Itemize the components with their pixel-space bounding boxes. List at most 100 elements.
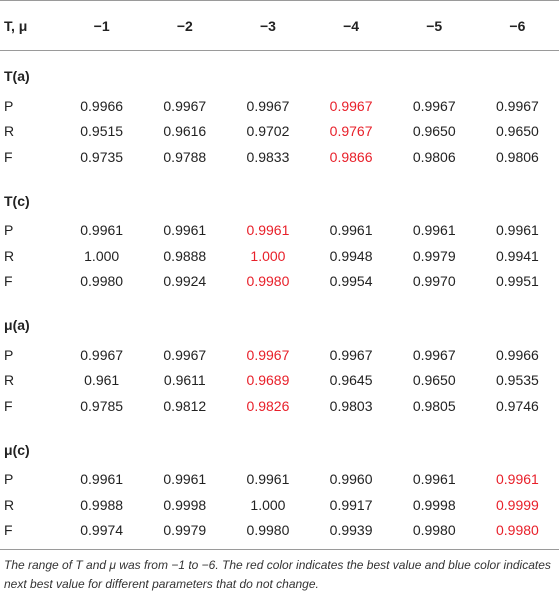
table-row: R 0.961 0.9611 0.9689 0.9645 0.9650 0.9535 bbox=[0, 368, 559, 394]
section-row: μ(a) bbox=[0, 300, 559, 342]
value-cell: 0.9650 bbox=[412, 123, 456, 140]
header-label: T, μ bbox=[0, 0, 61, 51]
value-cell: 0.9967 bbox=[412, 97, 456, 114]
value-cell: 0.9967 bbox=[412, 346, 456, 363]
table-caption: The range of T and μ was from −1 to −6. … bbox=[0, 549, 559, 594]
table-row: P 0.9961 0.9961 0.9961 0.9961 0.9961 0.9961 bbox=[0, 218, 559, 244]
value-cell: 0.9735 bbox=[80, 148, 124, 165]
row-label: R bbox=[4, 496, 15, 513]
value-cell: 0.9967 bbox=[163, 97, 207, 114]
table-row: R 0.9988 0.9998 1.000 0.9917 0.9998 0.9999 bbox=[0, 492, 559, 518]
value-cell: 0.9967 bbox=[495, 97, 539, 114]
table-row: F 0.9974 0.9979 0.9980 0.9939 0.9980 0.9980 bbox=[0, 518, 559, 550]
value-cell: 0.9645 bbox=[329, 372, 373, 389]
value-cell: 0.9803 bbox=[329, 397, 373, 414]
value-cell: 0.9967 bbox=[246, 97, 290, 114]
value-cell: 0.9998 bbox=[163, 496, 207, 513]
value-cell: 0.9974 bbox=[80, 522, 124, 539]
value-cell: 0.9616 bbox=[163, 123, 207, 140]
section-title: μ(a) bbox=[4, 317, 30, 333]
section-title: T(c) bbox=[4, 192, 30, 209]
section-title: μ(c) bbox=[4, 441, 30, 458]
value-cell: 0.9924 bbox=[163, 273, 207, 290]
table-row: F 0.9980 0.9924 0.9980 0.9954 0.9970 0.9951 bbox=[0, 269, 559, 301]
value-cell: 0.9961 bbox=[163, 471, 207, 488]
section-row: T(a) bbox=[0, 51, 559, 94]
header-column: −6 bbox=[475, 0, 559, 51]
value-cell: 0.9961 bbox=[329, 222, 373, 239]
best-value-cell: 0.9967 bbox=[246, 346, 290, 363]
value-cell: 0.9970 bbox=[412, 273, 456, 290]
value-cell: 0.9535 bbox=[495, 372, 539, 389]
value-cell: 0.9961 bbox=[163, 222, 207, 239]
value-cell: 0.9650 bbox=[495, 123, 539, 140]
best-value-cell: 0.9961 bbox=[246, 222, 290, 239]
value-cell: 0.9788 bbox=[163, 148, 207, 165]
value-cell: 0.9966 bbox=[495, 346, 539, 363]
value-cell: 0.9939 bbox=[329, 522, 373, 539]
value-cell: 0.9833 bbox=[246, 148, 290, 165]
row-label: R bbox=[4, 372, 15, 389]
row-label: F bbox=[4, 522, 13, 539]
value-cell: 0.9980 bbox=[412, 522, 456, 539]
section-row: μ(c) bbox=[0, 425, 559, 467]
value-cell: 0.9702 bbox=[246, 123, 290, 140]
value-cell: 0.9988 bbox=[80, 496, 124, 513]
best-value-cell: 0.9967 bbox=[329, 97, 373, 114]
header-column: −5 bbox=[392, 0, 476, 51]
value-cell: 0.9998 bbox=[412, 496, 456, 513]
value-cell: 0.9812 bbox=[163, 397, 207, 414]
value-cell: 0.9746 bbox=[495, 397, 539, 414]
best-value-cell: 0.9689 bbox=[246, 372, 290, 389]
table-row: F 0.9785 0.9812 0.9826 0.9803 0.9805 0.9746 bbox=[0, 393, 559, 425]
row-label: P bbox=[4, 222, 14, 239]
table-row: P 0.9967 0.9967 0.9967 0.9967 0.9967 0.9966 bbox=[0, 342, 559, 368]
value-cell: 0.9917 bbox=[329, 496, 373, 513]
value-cell: 0.9979 bbox=[412, 247, 456, 264]
best-value-cell: 0.9961 bbox=[495, 471, 539, 488]
table-row: R 0.9515 0.9616 0.9702 0.9767 0.9650 0.9650 bbox=[0, 119, 559, 145]
best-value-cell: 0.9999 bbox=[495, 496, 539, 513]
best-value-cell: 0.9866 bbox=[329, 148, 373, 165]
row-label: P bbox=[4, 346, 14, 363]
value-cell: 0.9980 bbox=[246, 522, 290, 539]
value-cell: 0.9948 bbox=[329, 247, 373, 264]
row-label: F bbox=[4, 397, 13, 414]
header-column: −1 bbox=[60, 0, 144, 51]
header-column: −4 bbox=[309, 0, 393, 51]
table-row: F 0.9735 0.9788 0.9833 0.9866 0.9806 0.9806 bbox=[0, 144, 559, 176]
header-column: −3 bbox=[226, 0, 310, 51]
row-label: P bbox=[4, 97, 14, 114]
row-label: R bbox=[4, 123, 15, 140]
value-cell: 0.9980 bbox=[80, 273, 124, 290]
value-cell: 0.9979 bbox=[163, 522, 207, 539]
value-cell: 0.9888 bbox=[163, 247, 207, 264]
value-cell: 0.9941 bbox=[495, 247, 539, 264]
table-row: P 0.9961 0.9961 0.9961 0.9960 0.9961 0.9961 bbox=[0, 467, 559, 493]
value-cell: 0.9951 bbox=[495, 273, 539, 290]
value-cell: 0.9785 bbox=[80, 397, 124, 414]
value-cell: 0.9961 bbox=[80, 222, 124, 239]
value-cell: 0.9806 bbox=[495, 148, 539, 165]
value-cell: 0.9961 bbox=[412, 222, 456, 239]
best-value-cell: 0.9980 bbox=[246, 273, 290, 290]
results-table: T, μ −1 −2 −3 −4 −5 −6 T(a) P 0.9966 0.9967 0.9967… bbox=[0, 0, 559, 550]
value-cell: 0.9961 bbox=[80, 471, 124, 488]
table-body: T(a) P 0.9966 0.9967 0.9967 0.9967 0.9967 0.996… bbox=[0, 51, 559, 550]
value-cell: 1.000 bbox=[84, 247, 120, 264]
value-cell: 0.9960 bbox=[329, 471, 373, 488]
section-row: T(c) bbox=[0, 176, 559, 218]
best-value-cell: 0.9767 bbox=[329, 123, 373, 140]
row-label: F bbox=[4, 273, 13, 290]
row-label: F bbox=[4, 148, 13, 165]
value-cell: 0.9961 bbox=[495, 222, 539, 239]
value-cell: 0.961 bbox=[84, 372, 120, 389]
section-title: T(a) bbox=[4, 68, 30, 84]
value-cell: 0.9515 bbox=[80, 123, 124, 140]
header-row: T, μ −1 −2 −3 −4 −5 −6 bbox=[0, 0, 559, 51]
value-cell: 0.9961 bbox=[246, 471, 290, 488]
best-value-cell: 0.9826 bbox=[246, 397, 290, 414]
value-cell: 0.9967 bbox=[163, 346, 207, 363]
table-row: R 1.000 0.9888 1.000 0.9948 0.9979 0.9941 bbox=[0, 243, 559, 269]
